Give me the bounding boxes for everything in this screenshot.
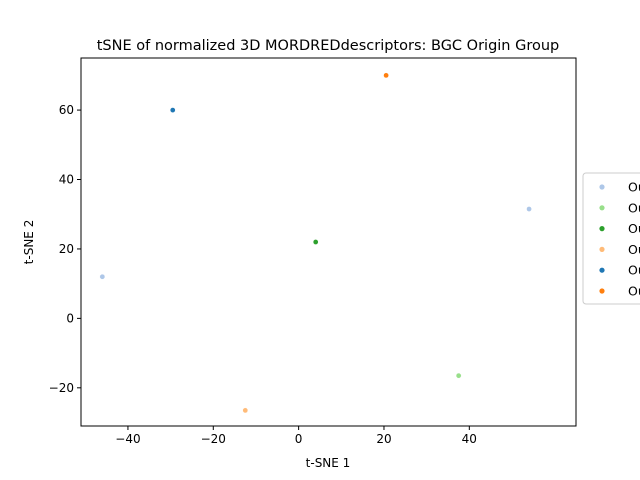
legend-marker [599, 288, 605, 294]
data-point [455, 372, 462, 379]
y-axis-label: t-SNE 2 [22, 220, 36, 265]
x-tick-label: 20 [376, 432, 391, 446]
data-point [99, 273, 106, 280]
x-tick-label: −40 [115, 432, 140, 446]
y-tick-label: 60 [59, 103, 74, 117]
legend: Ou Ou Ou Ou Ou Ou [582, 172, 640, 305]
data-point [383, 72, 389, 79]
legend-marker [599, 246, 605, 252]
data-point [169, 107, 176, 113]
y-tick-label: 40 [59, 173, 74, 187]
y-axis: −20 0 20 40 60 [49, 103, 81, 395]
legend-label: Ou [628, 263, 640, 278]
y-tick-label: 0 [66, 311, 74, 325]
legend-marker [599, 184, 605, 190]
legend-marker [599, 267, 605, 273]
data-points [99, 72, 532, 414]
y-tick-label: 20 [59, 242, 74, 256]
y-tick-label: −20 [49, 381, 74, 395]
legend-items: Ou Ou Ou Ou Ou Ou [599, 180, 640, 299]
chart-title: tSNE of normalized 3D MORDREDdescriptors… [97, 38, 560, 54]
legend-frame [582, 172, 640, 305]
data-point [242, 407, 249, 414]
legend-label: Ou [628, 284, 640, 299]
x-axis: −40 −20 0 20 40 [115, 426, 477, 446]
plot-frame [80, 57, 577, 427]
data-point [312, 239, 319, 245]
x-tick-label: 0 [295, 432, 303, 446]
x-tick-label: −20 [201, 432, 226, 446]
x-tick-label: 40 [462, 432, 477, 446]
legend-label: Ou [628, 221, 640, 236]
data-point [526, 206, 532, 212]
legend-marker [599, 205, 605, 211]
x-axis-label: t-SNE 1 [306, 456, 351, 470]
legend-marker [599, 226, 605, 232]
legend-label: Ou [628, 242, 640, 257]
legend-label: Ou [628, 180, 640, 195]
plot-area [80, 57, 577, 427]
legend-label: Ou [628, 200, 640, 215]
